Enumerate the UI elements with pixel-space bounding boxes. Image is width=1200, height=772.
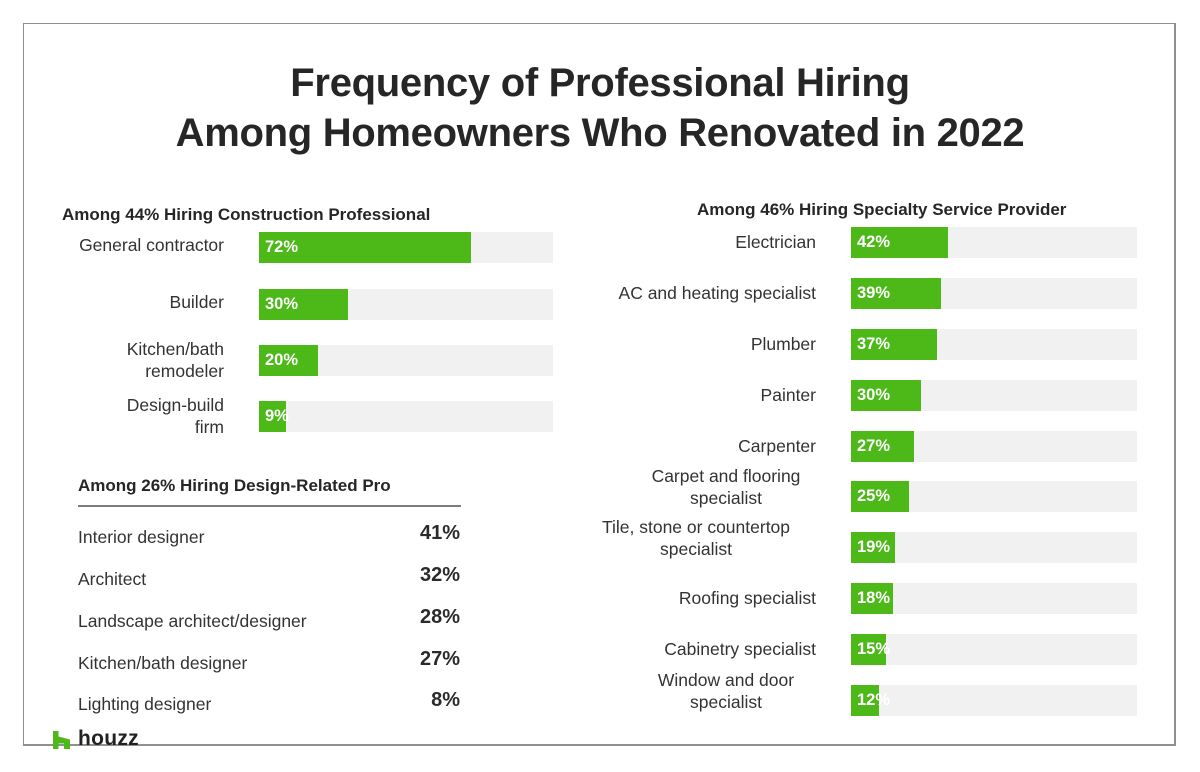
design-row-label: Landscape architect/designer (78, 611, 307, 631)
specialty-bar-value: 25% (857, 487, 891, 505)
construction-bar-track: 9% (259, 401, 553, 432)
houzz-logo-text: houzz (78, 727, 139, 750)
specialty-row-label: Electrician (735, 232, 816, 252)
specialty-bar (851, 329, 937, 360)
construction-bar-value: 72% (265, 238, 299, 256)
construction-row-label: General contractor (79, 235, 224, 255)
construction-bar-track: 30% (259, 289, 553, 320)
construction-heading: Among 44% Hiring Construction Profession… (62, 205, 431, 224)
design-row-value: 27% (419, 648, 460, 670)
construction-bar-value: 20% (265, 351, 299, 369)
specialty-row-label: Painter (760, 385, 816, 405)
specialty-bar-track: 12% (851, 685, 1137, 716)
specialty-bar-value: 30% (857, 386, 891, 404)
specialty-bar-value: 19% (857, 538, 891, 556)
specialty-bar (851, 634, 886, 665)
specialty-bar-value: 42% (857, 233, 891, 251)
construction-row-label: Builder (169, 292, 224, 312)
design-row-value: 32% (419, 564, 460, 586)
specialty-row-label: Cabinetry specialist (664, 639, 816, 659)
houzz-logo: houzz (53, 727, 139, 749)
specialty-bar-value: 12% (857, 691, 891, 709)
specialty-bar (851, 227, 948, 258)
specialty-row-label: AC and heating specialist (618, 283, 816, 303)
specialty-bar (851, 532, 895, 563)
construction-bar-track: 72% (259, 232, 553, 263)
specialty-bar-track: 15% (851, 634, 1137, 665)
chart-frame (23, 23, 1176, 746)
specialty-bar-track: 42% (851, 227, 1137, 258)
design-row-value: 41% (419, 522, 460, 544)
design-row-label: Lighting designer (78, 694, 212, 714)
specialty-bar-value: 15% (857, 640, 891, 658)
specialty-bar-track: 25% (851, 481, 1137, 512)
design-heading: Among 26% Hiring Design-Related Pro (78, 476, 391, 495)
design-divider (78, 505, 461, 507)
construction-row-label: Kitchen/bath remodeler (126, 339, 224, 381)
title-line-1: Frequency of Professional Hiring (290, 61, 910, 105)
construction-bar (259, 345, 318, 376)
specialty-bar-track: 27% (851, 431, 1137, 462)
specialty-heading: Among 46% Hiring Specialty Service Provi… (697, 200, 1067, 219)
specialty-bar (851, 380, 921, 411)
specialty-bar (851, 431, 914, 462)
houzz-logo-icon (53, 731, 70, 749)
specialty-bar-value: 39% (857, 284, 891, 302)
construction-row-label: Design-build firm (126, 395, 224, 437)
construction-bar (259, 232, 471, 263)
specialty-bar-track: 37% (851, 329, 1137, 360)
specialty-row-label: Roofing specialist (678, 588, 816, 608)
specialty-bar-value: 18% (857, 589, 891, 607)
specialty-bar (851, 481, 909, 512)
construction-bar (259, 289, 348, 320)
specialty-row-label: Plumber (750, 334, 816, 354)
specialty-bar-track: 19% (851, 532, 1137, 563)
specialty-bar-track: 30% (851, 380, 1137, 411)
specialty-bar-value: 37% (857, 335, 891, 353)
specialty-row-label: Carpenter (738, 436, 816, 456)
specialty-row-label: Tile, stone or countertop specialist (601, 517, 791, 559)
specialty-bar (851, 583, 893, 614)
chart-title: Frequency of Professional Hiring Among H… (0, 58, 1200, 158)
title-line-2: Among Homeowners Who Renovated in 2022 (175, 111, 1025, 155)
specialty-bar-value: 27% (857, 437, 891, 455)
design-row-value: 8% (431, 689, 460, 711)
specialty-bar-track: 18% (851, 583, 1137, 614)
specialty-bar (851, 278, 941, 309)
design-row-label: Architect (78, 569, 147, 589)
design-row-label: Interior designer (78, 527, 205, 547)
construction-bar (259, 401, 286, 432)
specialty-row-label: Carpet and flooring specialist (651, 466, 801, 508)
specialty-bar-track: 39% (851, 278, 1137, 309)
specialty-bar (851, 685, 879, 716)
specialty-row-label: Window and door specialist (657, 670, 795, 712)
design-row-label: Kitchen/bath designer (78, 653, 248, 673)
construction-bar-value: 9% (265, 407, 289, 425)
construction-bar-value: 30% (265, 295, 299, 313)
design-row-value: 28% (419, 606, 460, 628)
construction-bar-track: 20% (259, 345, 553, 376)
